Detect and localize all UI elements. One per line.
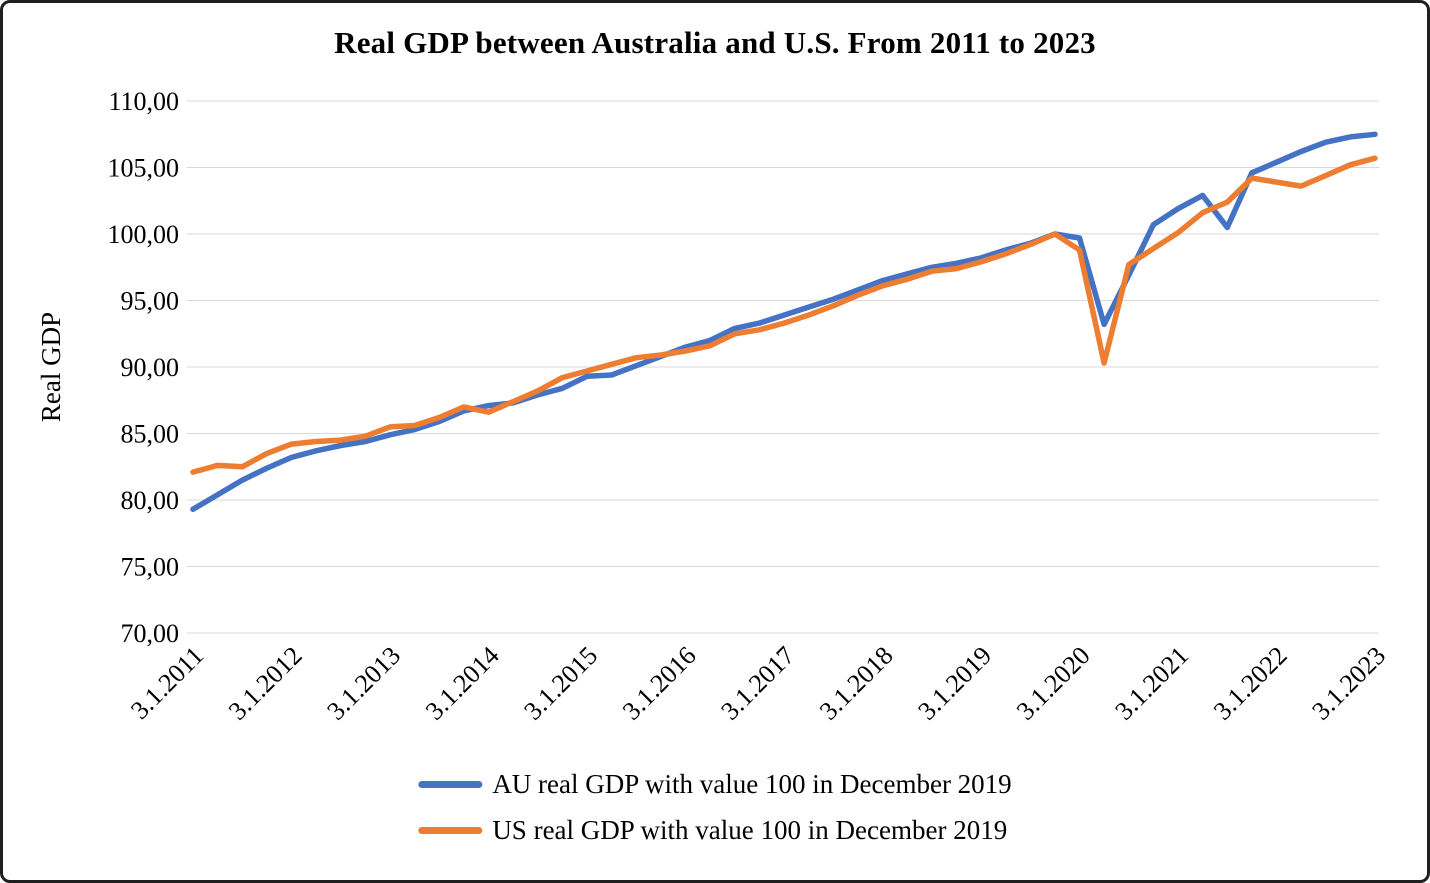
legend-item-us: US real GDP with value 100 in December 2… [418, 815, 1011, 846]
y-axis-title: Real GDP [36, 312, 66, 422]
x-axis-tick-label: 3.1.2013 [321, 641, 406, 726]
chart-title: Real GDP between Australia and U.S. From… [334, 25, 1096, 60]
x-axis-tick-label: 3.1.2023 [1306, 641, 1391, 726]
x-axis-tick-label: 3.1.2018 [814, 641, 899, 726]
x-axis-tick-labels: 3.1.2011 3.1.2012 3.1.2013 3.1.2014 3.1.2015… [125, 641, 1391, 726]
x-axis-tick-label: 3.1.2019 [912, 641, 997, 726]
legend-label-us: US real GDP with value 100 in December 2… [492, 815, 1008, 845]
y-axis-tick-label: 110,00 [108, 87, 179, 116]
legend: AU real GDP with value 100 in December 2… [418, 769, 1012, 846]
y-axis-tick-label: 70,00 [121, 619, 180, 648]
series-lines-group [190, 131, 1378, 513]
x-axis-tick-label: 3.1.2021 [1109, 641, 1194, 726]
y-axis-tick-label: 90,00 [121, 353, 180, 382]
y-axis-tick-label: 100,00 [108, 220, 180, 249]
series-line-us [190, 155, 1378, 475]
y-axis-tick-label: 80,00 [121, 486, 180, 515]
x-axis-tick-label: 3.1.2022 [1208, 641, 1293, 726]
x-axis-tick-label: 3.1.2015 [518, 641, 603, 726]
x-axis-tick-label: 3.1.2020 [1011, 641, 1096, 726]
x-axis-tick-label: 3.1.2014 [420, 641, 505, 726]
plot-area: 70,00 75,00 80,00 85,00 90,00 95,00 100,00 105,… [36, 87, 1391, 726]
y-axis-tick-label: 95,00 [121, 287, 180, 316]
legend-label-au: AU real GDP with value 100 in December 2… [492, 769, 1012, 799]
x-axis-tick-label: 3.1.2016 [617, 641, 702, 726]
x-axis-tick-label: 3.1.2012 [223, 641, 308, 726]
x-axis-tick-label: 3.1.2011 [125, 641, 209, 725]
gridlines-group [187, 100, 1379, 634]
y-axis-tick-label: 105,00 [108, 154, 180, 183]
legend-item-au: AU real GDP with value 100 in December 2… [418, 769, 1012, 800]
legend-swatch-au [418, 781, 483, 788]
y-axis-tick-label: 75,00 [121, 553, 180, 582]
y-axis-tick-label: 85,00 [121, 420, 180, 449]
x-axis-tick-label: 3.1.2017 [715, 641, 800, 726]
series-line-au [190, 131, 1378, 513]
y-axis-tick-labels: 70,00 75,00 80,00 85,00 90,00 95,00 100,00 105,… [108, 87, 180, 648]
legend-swatch-us [418, 827, 483, 834]
